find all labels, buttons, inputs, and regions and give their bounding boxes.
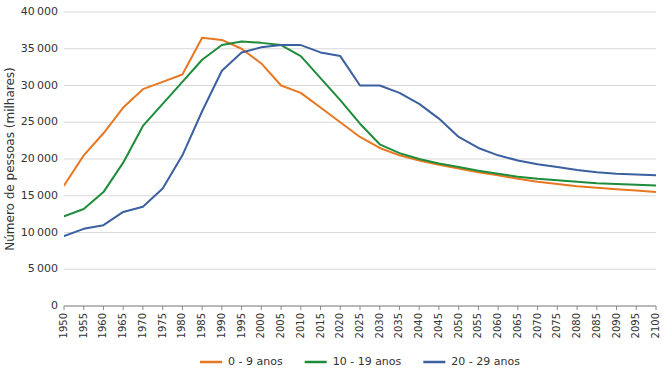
grid-line <box>64 12 656 13</box>
tick-label: 2005 <box>275 313 286 338</box>
grid-line <box>64 195 656 196</box>
tick-label: 2065 <box>512 313 523 338</box>
tick-label: 2015 <box>315 313 326 338</box>
tick-label: 5 000 <box>28 262 58 275</box>
tick-mark <box>103 306 104 310</box>
tick-mark <box>142 306 143 310</box>
legend-item: 10 - 19 anos <box>305 355 402 368</box>
tick-mark <box>616 306 617 310</box>
tick-mark <box>202 306 203 310</box>
axis-line <box>64 306 656 307</box>
tick-label: 1975 <box>157 313 168 338</box>
tick-label: 1970 <box>137 313 148 338</box>
y-axis: 0 5 000 10 000 15 000 20 000 25 000 30 000 35 0… <box>21 5 656 312</box>
tick-label: 1950 <box>58 313 69 338</box>
tick-mark <box>636 306 637 310</box>
tick-label: 1985 <box>196 313 207 338</box>
tick-label: 2025 <box>354 313 365 338</box>
tick-mark <box>656 306 657 310</box>
tick-label: 10 000 <box>21 226 58 239</box>
tick-label: 15 000 <box>21 189 58 202</box>
tick-mark <box>498 306 499 310</box>
tick-label: 2055 <box>472 313 483 338</box>
tick-label: 2080 <box>571 313 582 338</box>
tick-label: 2060 <box>492 313 503 338</box>
tick-label: 2040 <box>413 313 424 338</box>
legend-label: 10 - 19 anos <box>333 355 402 368</box>
tick-mark <box>360 306 361 310</box>
tick-label: 2050 <box>453 313 464 338</box>
legend-swatch <box>200 361 222 364</box>
tick-mark <box>320 306 321 310</box>
legend-item: 20 - 29 anos <box>423 355 520 368</box>
legend-label: 20 - 29 anos <box>451 355 520 368</box>
legend-swatch <box>305 361 327 364</box>
tick-label: 1980 <box>176 313 187 338</box>
grid-line <box>64 159 656 160</box>
tick-label: 25 000 <box>21 115 58 128</box>
tick-label: 2010 <box>295 313 306 338</box>
series-line <box>64 41 656 216</box>
tick-mark <box>83 306 84 310</box>
legend: 0 - 9 anos 10 - 19 anos 20 - 29 anos <box>200 355 520 368</box>
tick-mark <box>438 306 439 310</box>
legend-item: 0 - 9 anos <box>200 355 283 368</box>
tick-label: 2045 <box>433 313 444 338</box>
grid-line <box>64 269 656 270</box>
tick-label: 2095 <box>630 313 641 338</box>
tick-mark <box>261 306 262 310</box>
grid-line <box>64 306 656 307</box>
tick-label: 2035 <box>393 313 404 338</box>
tick-label: 2085 <box>591 313 602 338</box>
tick-mark <box>517 306 518 310</box>
tick-label: 2075 <box>551 313 562 338</box>
tick-label: 1990 <box>216 313 227 338</box>
tick-label: 2070 <box>532 313 543 338</box>
tick-mark <box>162 306 163 310</box>
tick-mark <box>596 306 597 310</box>
tick-mark <box>221 306 222 310</box>
grid-line <box>64 232 656 233</box>
tick-label: 2000 <box>255 313 266 338</box>
tick-mark <box>340 306 341 310</box>
tick-label: 2100 <box>650 313 661 338</box>
x-axis: 1950 1955 1960 1965 1970 1975 1980 1985 1990 1995… <box>58 306 661 338</box>
tick-label: 40 000 <box>21 5 58 18</box>
tick-mark <box>281 306 282 310</box>
tick-mark <box>458 306 459 310</box>
legend-label: 0 - 9 anos <box>228 355 283 368</box>
tick-mark <box>557 306 558 310</box>
grid-line <box>64 48 656 49</box>
series-line <box>64 45 656 236</box>
tick-label: 2030 <box>374 313 385 338</box>
tick-mark <box>577 306 578 310</box>
axis-title: Número de pessoas (milhares) <box>3 67 17 251</box>
plot-area <box>64 38 656 236</box>
tick-label: 0 <box>51 299 58 312</box>
tick-label: 1995 <box>236 313 247 338</box>
tick-label: 1955 <box>78 313 89 338</box>
chart: 0 5 000 10 000 15 000 20 000 25 000 30 000 35 0… <box>0 0 672 372</box>
tick-mark <box>419 306 420 310</box>
tick-label: 30 000 <box>21 79 58 92</box>
tick-mark <box>241 306 242 310</box>
tick-label: 20 000 <box>21 152 58 165</box>
tick-mark <box>64 306 65 310</box>
tick-label: 1965 <box>117 313 128 338</box>
legend-swatch <box>423 361 445 364</box>
tick-mark <box>537 306 538 310</box>
tick-label: 2020 <box>334 313 345 338</box>
tick-mark <box>399 306 400 310</box>
tick-mark <box>478 306 479 310</box>
tick-label: 1960 <box>97 313 108 338</box>
tick-mark <box>123 306 124 310</box>
tick-mark <box>182 306 183 310</box>
tick-label: 35 000 <box>21 42 58 55</box>
tick-label: 2090 <box>611 313 622 338</box>
tick-mark <box>300 306 301 310</box>
tick-mark <box>379 306 380 310</box>
